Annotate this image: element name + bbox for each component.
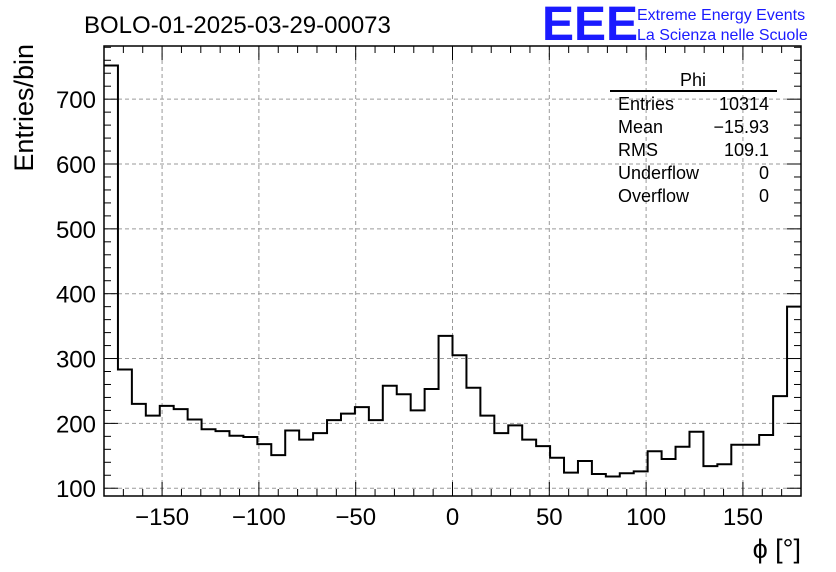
x-tick-label: −100: [232, 504, 286, 531]
stats-value-underflow: 0: [759, 163, 769, 183]
y-tick-label: 300: [56, 347, 96, 374]
y-tick-labels: 100 200 300 400 500 600 700: [56, 87, 96, 503]
y-tick-label: 400: [56, 282, 96, 309]
histogram-outline: [104, 64, 801, 478]
y-tick-label: 600: [56, 152, 96, 179]
chart-title: BOLO-01-2025-03-29-00073: [84, 12, 391, 39]
stats-value-mean: −15.93: [713, 117, 769, 137]
stats-value-entries: 10314: [719, 94, 769, 114]
y-tick-label: 200: [56, 411, 96, 438]
y-tick-label: 500: [56, 217, 96, 244]
stats-value-overflow: 0: [759, 186, 769, 206]
x-tick-label: −150: [135, 504, 189, 531]
stats-box: Phi Entries 10314 Mean −15.93 RMS 109.1 …: [610, 70, 777, 206]
x-tick-labels: −150 −100 −50 0 50 100 150: [135, 504, 763, 531]
x-tick-label: 0: [446, 504, 459, 531]
stats-label-mean: Mean: [618, 117, 663, 137]
y-tick-label: 100: [56, 476, 96, 503]
stats-label-rms: RMS: [618, 140, 658, 160]
grid: [104, 46, 801, 496]
stats-name: Phi: [680, 70, 706, 90]
stats-label-overflow: Overflow: [618, 186, 690, 206]
stats-label-underflow: Underflow: [618, 163, 700, 183]
x-tick-label: 50: [536, 504, 563, 531]
axis-ticks: [103, 46, 802, 496]
y-tick-label: 700: [56, 87, 96, 114]
stats-label-entries: Entries: [618, 94, 674, 114]
x-tick-label: 100: [626, 504, 666, 531]
logo-mark: EEE: [542, 0, 638, 51]
x-tick-label: 150: [723, 504, 763, 531]
logo-line-1: Extreme Energy Events: [637, 7, 805, 24]
x-tick-label: −50: [335, 504, 376, 531]
y-axis-label: Entries/bin: [9, 44, 39, 172]
x-axis-label: ϕ [°]: [753, 534, 801, 564]
eee-logo: EEE Extreme Energy Events La Scienza nel…: [542, 0, 808, 51]
stats-value-rms: 109.1: [724, 140, 769, 160]
logo-line-2: La Scienza nelle Scuole: [637, 27, 808, 44]
